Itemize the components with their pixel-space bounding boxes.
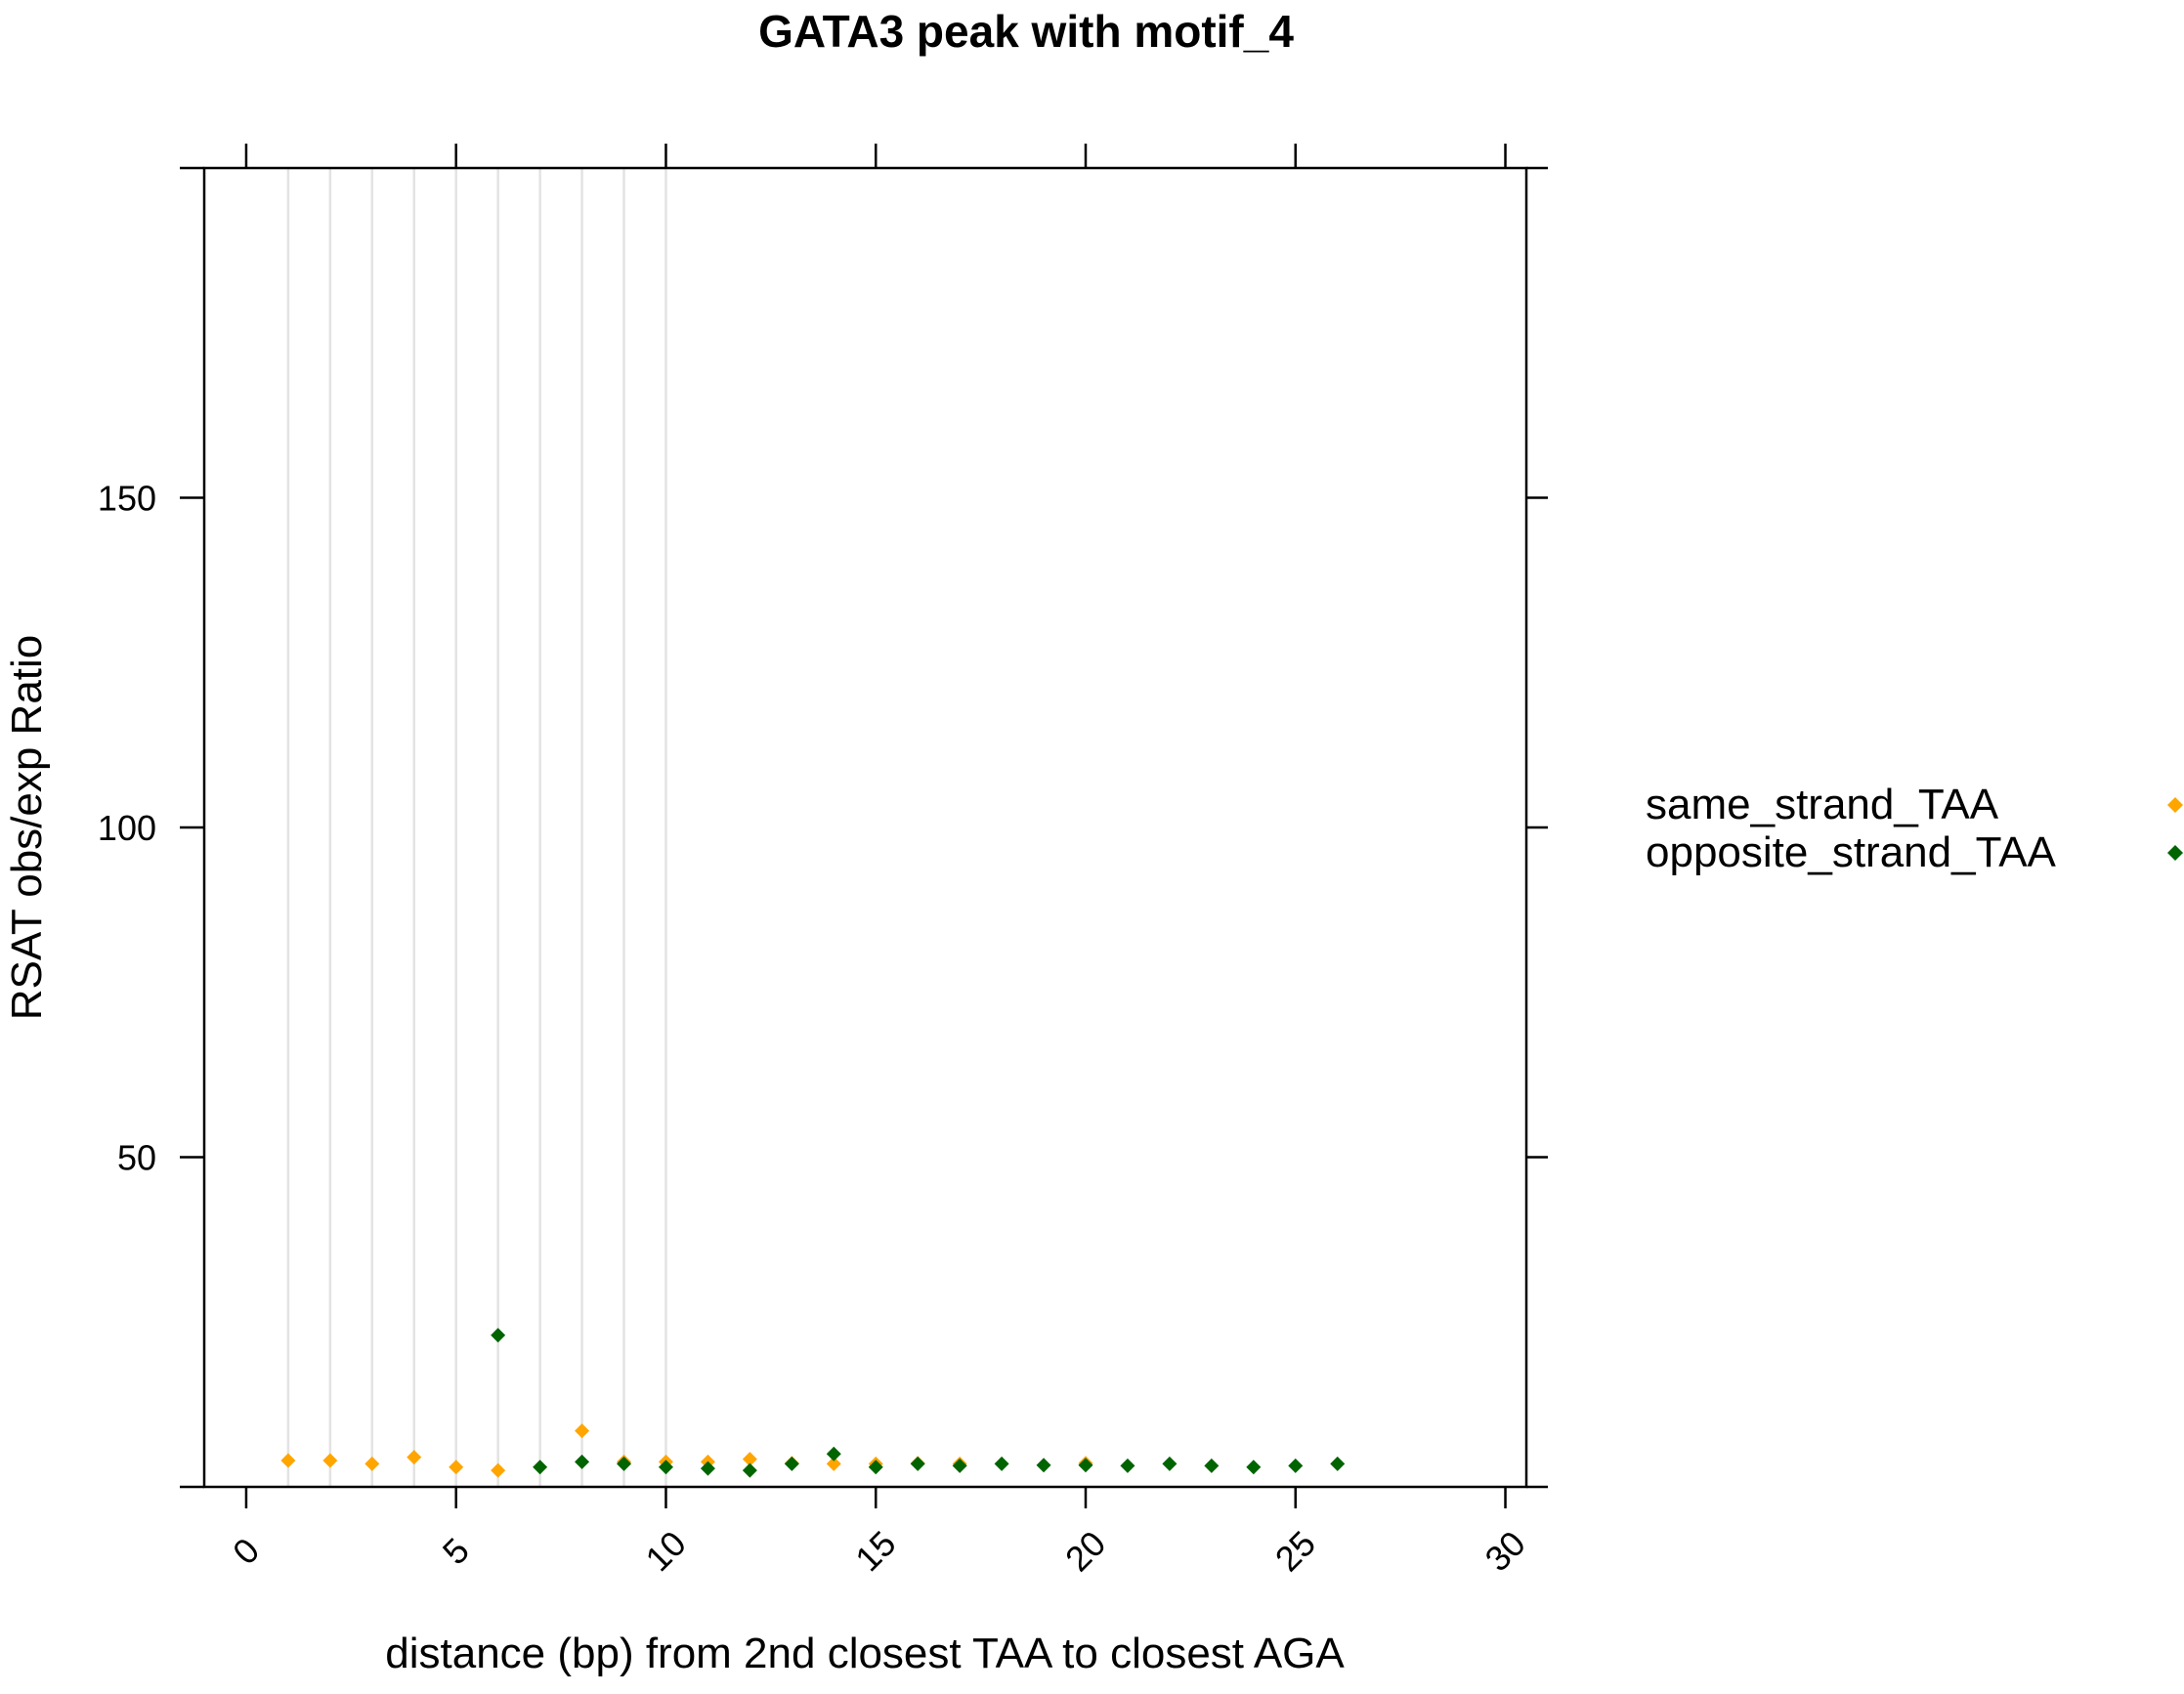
data-point-opposite_strand_TAA [952,1458,967,1473]
legend-label: opposite_strand_TAA [1646,828,2057,876]
series-opposite_strand_TAA [491,1328,1346,1478]
y-axis-label: RSAT obs/exp Ratio [3,635,51,1021]
grid-lines [286,168,667,1487]
legend-label: same_strand_TAA [1646,781,1999,828]
data-point-opposite_strand_TAA [491,1328,506,1343]
legend-marker [2167,845,2183,861]
data-points [280,1328,1346,1478]
data-point-opposite_strand_TAA [1288,1458,1304,1473]
legend-marker [2167,797,2183,813]
plot-frame [202,166,1528,1489]
x-tick-label: 30 [1477,1523,1533,1579]
data-point-opposite_strand_TAA [700,1461,715,1476]
x-tick-label: 5 [435,1530,477,1572]
data-point-opposite_strand_TAA [1204,1458,1220,1473]
axis-ticks: 0 5 10 15 20 25 30 50 100 150 [98,144,1548,1579]
data-point-opposite_strand_TAA [575,1454,590,1469]
data-point-same_strand_TAA [826,1456,841,1471]
y-tick-label: 150 [98,479,156,519]
data-point-opposite_strand_TAA [1330,1456,1346,1471]
data-point-opposite_strand_TAA [784,1456,799,1471]
x-tick-label: 15 [847,1523,903,1579]
data-point-same_strand_TAA [575,1423,590,1439]
data-point-opposite_strand_TAA [1120,1458,1135,1473]
data-point-opposite_strand_TAA [994,1456,1009,1471]
data-point-opposite_strand_TAA [1162,1456,1178,1471]
data-point-same_strand_TAA [364,1456,380,1471]
data-point-same_strand_TAA [742,1452,757,1467]
x-tick-label: 0 [225,1530,267,1572]
series-same_strand_TAA [280,1423,1093,1478]
data-point-same_strand_TAA [491,1462,506,1478]
data-point-opposite_strand_TAA [826,1446,841,1461]
data-point-opposite_strand_TAA [742,1462,757,1478]
x-tick-label: 25 [1267,1523,1323,1579]
data-point-opposite_strand_TAA [868,1460,883,1475]
data-point-opposite_strand_TAA [617,1456,632,1471]
data-point-same_strand_TAA [322,1453,338,1468]
data-point-same_strand_TAA [407,1450,422,1465]
y-tick-label: 100 [98,808,156,848]
x-axis-label: distance (bp) from 2nd closest TAA to cl… [385,1630,1345,1677]
data-point-opposite_strand_TAA [910,1456,925,1471]
data-point-opposite_strand_TAA [533,1460,548,1475]
chart-title: GATA3 peak with motif_4 [758,6,1294,57]
data-point-opposite_strand_TAA [658,1460,673,1475]
x-tick-label: 10 [637,1523,693,1579]
x-tick-label: 20 [1057,1523,1113,1579]
data-point-same_strand_TAA [449,1460,464,1475]
y-tick-label: 50 [117,1138,156,1178]
data-point-opposite_strand_TAA [1036,1458,1051,1473]
data-point-opposite_strand_TAA [1246,1460,1262,1475]
data-point-opposite_strand_TAA [1078,1458,1093,1473]
data-point-same_strand_TAA [280,1453,296,1468]
